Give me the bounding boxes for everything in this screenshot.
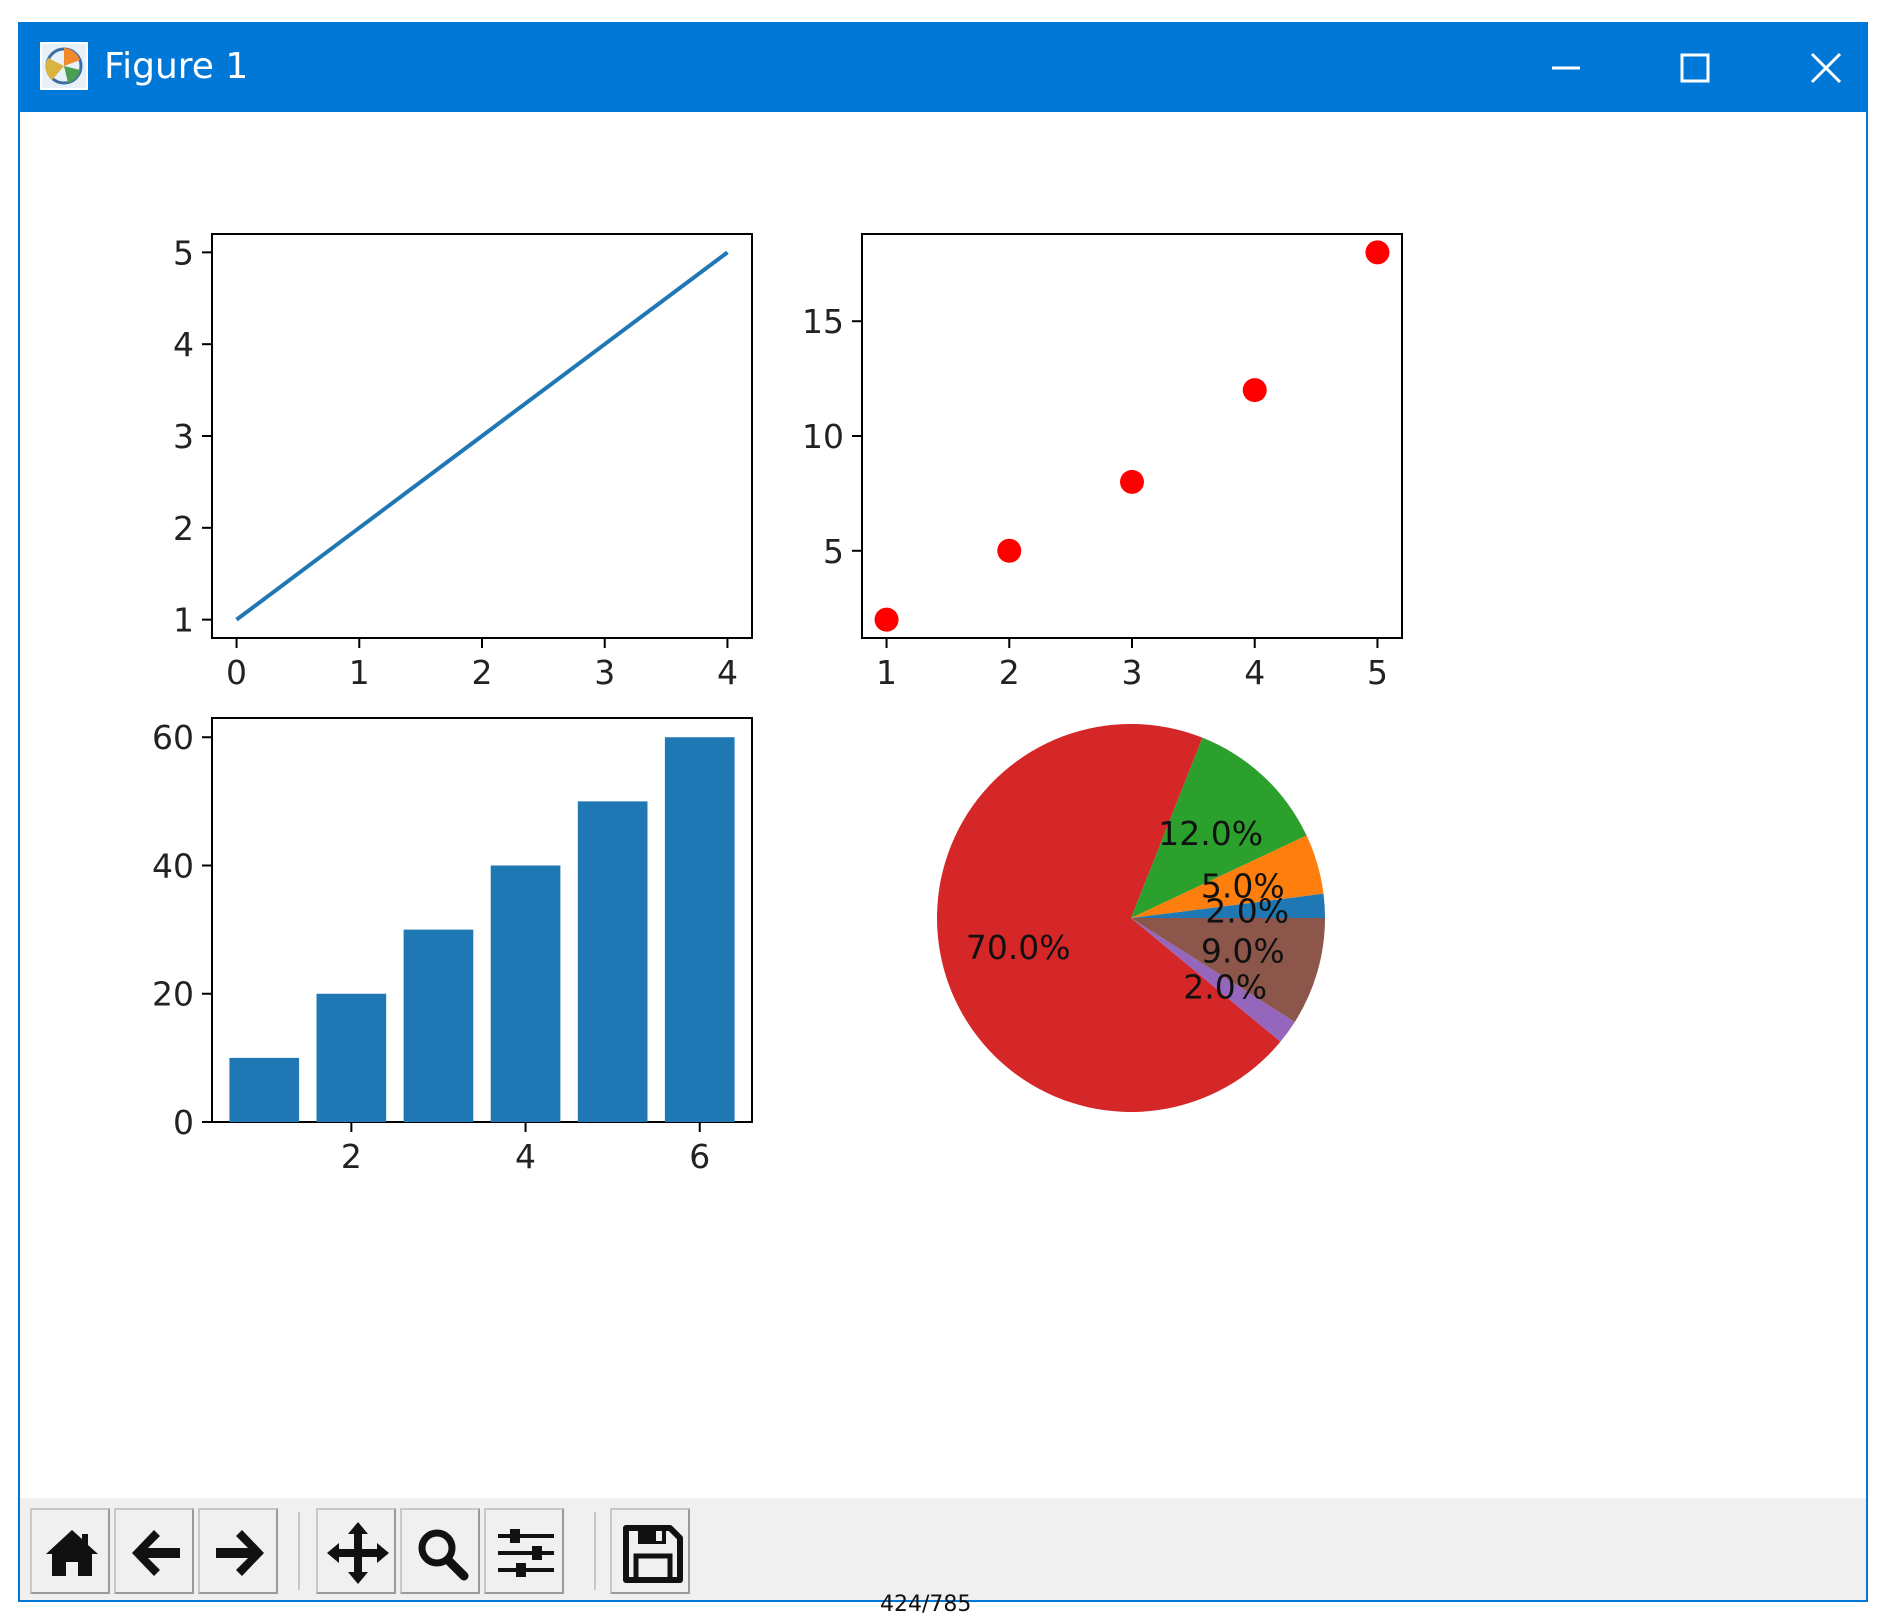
pie-slice	[937, 724, 1281, 1113]
bar	[316, 993, 387, 1122]
bar-chart-xtick-label: 6	[689, 1137, 710, 1176]
toolbar-separator	[594, 1512, 596, 1590]
arrow-right-icon	[216, 1530, 264, 1576]
bar-chart-xtick-label: 4	[515, 1137, 536, 1176]
bar	[403, 929, 474, 1122]
scatter-point	[1120, 469, 1144, 494]
line-plot-xtick-label: 4	[717, 653, 738, 692]
scatter-plot-xtick-label: 1	[876, 653, 897, 692]
arrow-left-icon	[132, 1530, 180, 1576]
line-series	[235, 250, 729, 622]
close-icon	[1810, 52, 1842, 84]
scatter-point	[1242, 378, 1267, 403]
scatter-plot-xtick-label: 2	[999, 653, 1020, 692]
home-button[interactable]	[30, 1508, 110, 1594]
scatter-plot-ytick-label: 15	[802, 302, 844, 341]
bar	[490, 865, 561, 1122]
close-button[interactable]	[1760, 24, 1886, 112]
pie-slice	[1131, 737, 1307, 918]
scatter-plot-xtick-label: 4	[1244, 653, 1265, 692]
line-plot-xtick-label: 0	[226, 653, 247, 692]
bar	[664, 737, 735, 1122]
pie-label: 2.0%	[1183, 967, 1267, 1006]
scatter-plot-xtick-label: 3	[1122, 653, 1143, 692]
scatter-plot-xtick-label: 5	[1367, 653, 1388, 692]
scatter-plot-ytick-label: 10	[802, 417, 844, 456]
minimize-button[interactable]	[1500, 24, 1630, 112]
scatter-plot-ytick-label: 5	[823, 532, 844, 571]
bar-chart-ytick-label: 20	[152, 975, 194, 1014]
sliders-icon	[498, 1529, 554, 1577]
pie-label: 70.0%	[966, 928, 1071, 967]
back-button[interactable]	[114, 1508, 194, 1594]
bar	[577, 801, 648, 1122]
line-plot-ytick-label: 5	[173, 233, 194, 272]
home-icon	[46, 1530, 98, 1576]
line-plot-ytick-label: 2	[173, 509, 194, 548]
pie-label: 5.0%	[1201, 867, 1285, 906]
bar-chart-xtick-label: 2	[341, 1137, 362, 1176]
magnifier-icon	[418, 1529, 469, 1581]
scatter-point	[997, 538, 1022, 563]
minimize-icon	[1552, 66, 1580, 70]
pie-slice	[1131, 918, 1295, 1042]
bar-chart-ytick-label: 0	[173, 1103, 194, 1142]
matplotlib-figure-icon	[40, 42, 88, 90]
pie-slice	[1131, 893, 1325, 918]
line-plot-ytick-label: 1	[173, 601, 194, 640]
pie-slice	[1131, 835, 1324, 918]
maximize-button[interactable]	[1630, 24, 1760, 112]
line-plot-xtick-label: 3	[594, 653, 615, 692]
scatter-plot-frame	[861, 233, 1403, 639]
navigation-toolbar	[20, 1498, 1866, 1600]
pan-button[interactable]	[316, 1508, 396, 1594]
toolbar-separator	[298, 1512, 300, 1590]
bar-chart-ytick-label: 40	[152, 846, 194, 885]
move-arrows-icon	[327, 1522, 389, 1584]
pie-chart: 2.0%5.0%12.0%70.0%2.0%9.0%	[937, 724, 1325, 1113]
page-counter: 424/785	[880, 1592, 972, 1617]
line-plot-ytick-label: 4	[173, 325, 194, 364]
configure-subplots-button[interactable]	[484, 1508, 564, 1594]
pie-label: 9.0%	[1201, 931, 1285, 970]
pie-label: 12.0%	[1158, 814, 1263, 853]
pie-label: 2.0%	[1205, 892, 1289, 931]
floppy-disk-icon	[623, 1525, 683, 1583]
bar	[229, 1057, 300, 1122]
scatter-point	[1365, 240, 1390, 265]
zoom-button[interactable]	[400, 1508, 480, 1594]
scatter-point	[874, 607, 899, 632]
forward-button[interactable]	[198, 1508, 278, 1594]
title-bar[interactable]: Figure 1	[20, 24, 1866, 112]
maximize-icon	[1680, 53, 1710, 83]
pie-slice	[1131, 918, 1325, 1022]
bar-chart-ytick-label: 60	[152, 718, 194, 757]
line-plot-ytick-label: 3	[173, 417, 194, 456]
scatter-plot-axes: 1 2 3 4 5 5 10 15	[802, 233, 1403, 692]
bar-chart-frame	[211, 717, 753, 1123]
line-plot-xtick-label: 1	[349, 653, 370, 692]
line-plot-xtick-label: 2	[472, 653, 493, 692]
save-button[interactable]	[610, 1508, 690, 1594]
window-title: Figure 1	[104, 46, 249, 87]
